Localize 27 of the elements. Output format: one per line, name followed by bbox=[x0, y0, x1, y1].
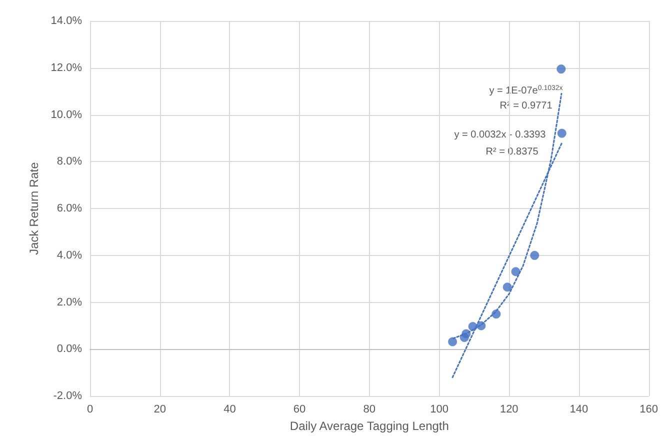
y-tick-label: 2.0% bbox=[56, 296, 82, 308]
x-tick-label: 100 bbox=[430, 404, 448, 416]
y-tick-label: 14.0% bbox=[50, 15, 82, 27]
y-axis-title: Jack Return Rate bbox=[26, 162, 41, 255]
point bbox=[502, 282, 512, 292]
x-tick-label: 80 bbox=[363, 404, 376, 416]
x-tick-label: 40 bbox=[224, 404, 236, 416]
x-axis-title: Daily Average Tagging Length bbox=[290, 419, 449, 433]
x-tick-label: 20 bbox=[154, 404, 166, 416]
point bbox=[557, 128, 566, 138]
point bbox=[530, 250, 540, 260]
point bbox=[448, 337, 458, 346]
y-tick-label: 10.0% bbox=[50, 108, 82, 121]
y-tick-label: 8.0% bbox=[56, 156, 82, 168]
x-tick-label: 60 bbox=[293, 404, 306, 416]
annotation: R² = 0.8375 bbox=[486, 146, 539, 158]
y-tick-label: 4.0% bbox=[56, 249, 82, 262]
x-tick-label: 120 bbox=[500, 404, 518, 416]
y-tick-label: 12.0% bbox=[50, 62, 82, 74]
y-tick-label: 6.0% bbox=[56, 202, 82, 215]
x-tick-label: 140 bbox=[570, 404, 588, 416]
x-tick-label: 160 bbox=[640, 404, 658, 416]
point bbox=[556, 64, 566, 74]
point bbox=[511, 267, 520, 276]
y-tick-label: -2.0% bbox=[53, 390, 82, 402]
x-tick-label: 0 bbox=[86, 404, 94, 416]
y-tick-label: 0.0% bbox=[56, 343, 82, 356]
